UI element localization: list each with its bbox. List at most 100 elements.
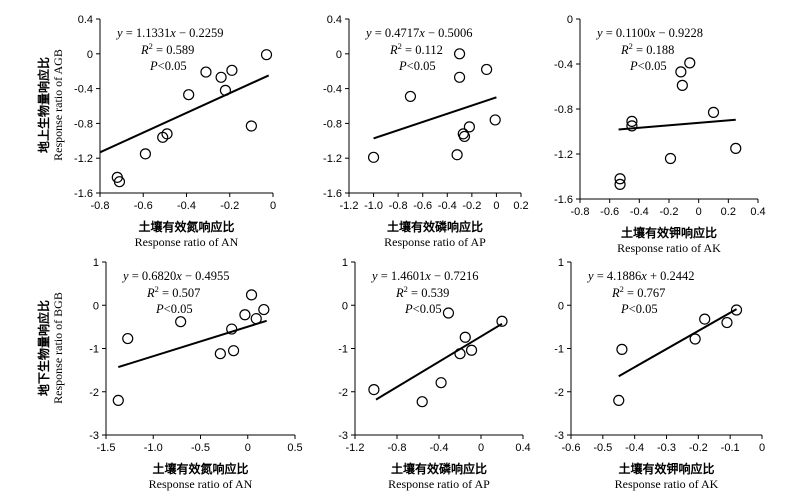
equation-sign: + xyxy=(647,269,660,283)
equation-sign: − xyxy=(431,269,444,283)
x-tick-label: -0.2 xyxy=(689,442,708,454)
equation-eq: = xyxy=(603,26,616,40)
row-label-1: 地上生物量响应比 Response ratio of AGB xyxy=(36,49,65,161)
y-tick-label: -2 xyxy=(89,387,99,399)
x-tick-label: -1.0 xyxy=(144,442,163,454)
y-tick-label: 0 xyxy=(567,14,573,26)
data-point xyxy=(215,71,227,83)
equation-y: y xyxy=(370,269,378,283)
regression-line xyxy=(618,308,738,378)
data-point xyxy=(614,173,626,185)
data-point xyxy=(258,303,270,316)
y-tick-label: -1 xyxy=(338,344,348,356)
x-axis-title-en: Response ratio of AP xyxy=(388,477,490,491)
equation-eq: = xyxy=(123,26,136,40)
y-tick-label: 1 xyxy=(558,257,564,269)
equation-y: y xyxy=(121,269,129,283)
y-tick-label: -0.8 xyxy=(323,118,342,130)
y-tick-label: 0.4 xyxy=(78,14,93,26)
x-tick-label: -0.4 xyxy=(430,442,449,454)
equation-sign: − xyxy=(182,269,195,283)
data-point xyxy=(368,383,380,396)
r2-eq: = xyxy=(153,43,166,57)
data-point xyxy=(699,313,711,325)
data-point xyxy=(613,394,625,406)
r2-r: R xyxy=(395,286,404,300)
x-axis-title-en: Response ratio of AN xyxy=(149,477,253,491)
data-point xyxy=(367,151,380,163)
row-label-2: 地下生物量响应比 Response ratio of BGB xyxy=(36,292,65,404)
x-tick-label: -0.8 xyxy=(388,442,407,454)
r2-label: R2 = 0.188 xyxy=(620,41,674,57)
x-tick-label: -0.6 xyxy=(562,442,581,454)
x-tick-label: 0 xyxy=(245,442,251,454)
x-tick-label: -0.2 xyxy=(462,200,481,212)
equation-y: y xyxy=(115,26,123,40)
equation-eq: = xyxy=(378,269,391,283)
data-point xyxy=(454,348,466,360)
y-tick-label: -1.6 xyxy=(323,188,342,200)
r2-sup: 2 xyxy=(155,284,159,294)
x-tick-label: 0 xyxy=(759,442,765,454)
y-tick-label: 1 xyxy=(342,257,348,269)
p-label: P<0.05 xyxy=(149,59,187,73)
x-tick-label: -0.5 xyxy=(593,442,612,454)
y-tick-label: -3 xyxy=(89,430,99,442)
x-tick-label: 0.4 xyxy=(515,442,530,454)
r2-eq: = xyxy=(624,286,637,300)
x-tick-label: 0 xyxy=(478,442,484,454)
equation-label: y = 1.1331x − 0.2259 xyxy=(115,26,224,40)
r2-eq: = xyxy=(159,286,172,300)
x-tick-label: 0.5 xyxy=(287,442,302,454)
r2-value: 0.112 xyxy=(415,43,443,57)
panel-1: -1.6 -1.2 -0.8 -0.4 0 0.4 -0.8 -0.6 -0.4 -0.2 0 y =… xyxy=(74,14,276,249)
y-tick-label: -2 xyxy=(338,387,348,399)
x-tick-label: -0.4 xyxy=(438,200,457,212)
equation-intercept: 0.4955 xyxy=(195,269,229,283)
r2-r: R xyxy=(611,286,620,300)
x-tick-label: -0.5 xyxy=(191,442,210,454)
data-point xyxy=(416,396,428,408)
equation-sign: − xyxy=(176,26,189,40)
p-value: <0.05 xyxy=(407,59,436,73)
data-point xyxy=(675,66,687,78)
equation-y: y xyxy=(364,26,372,40)
x-axis-title-en: Response ratio of AK xyxy=(617,241,721,255)
panel-2: -1.6-1.2-0.8-0.400.4-1.2 -1.0 -0.8 -0.6 -0.4… xyxy=(323,14,529,249)
x-axis-title-cn: 土壤有效氮响应比 xyxy=(152,461,248,476)
x-tick-label: -0.4 xyxy=(625,442,644,454)
y-axis-title-en: Response ratio of AGB xyxy=(51,49,65,161)
x-axis-title-cn: 土壤有效钾响应比 xyxy=(618,461,714,476)
equation-eq: = xyxy=(129,269,142,283)
equation-slope: 0.4717 xyxy=(385,26,419,40)
r2-label: R2 = 0.507 xyxy=(146,284,200,300)
r2-label: R2 = 0.539 xyxy=(395,284,449,300)
regression-line xyxy=(618,118,736,131)
panel-4: -3 -2 -1 0 1 -1.5 -1.0 -0.5 0 0.5 y = 0.6820x − 0.… xyxy=(89,257,302,491)
data-point xyxy=(689,333,701,345)
r2-value: 0.188 xyxy=(646,43,674,57)
x-tick-label: -0.8 xyxy=(389,200,408,212)
data-point xyxy=(442,307,455,319)
p-label: P<0.05 xyxy=(620,302,658,316)
p-label: P<0.05 xyxy=(629,59,667,73)
y-tick-label: 0 xyxy=(336,49,342,61)
y-tick-label: 0 xyxy=(342,300,348,312)
r2-sup: 2 xyxy=(149,41,153,51)
data-point xyxy=(227,345,240,357)
data-point xyxy=(459,331,471,343)
data-point xyxy=(260,49,273,61)
data-point xyxy=(113,176,126,188)
p-letter: P xyxy=(404,302,413,316)
x-tick-label: -0.1 xyxy=(721,442,740,454)
regression-line xyxy=(373,96,497,140)
equation-intercept: 0.2442 xyxy=(660,269,694,283)
equation-label: y = 0.4717x − 0.5006 xyxy=(364,26,473,40)
r2-value: 0.507 xyxy=(172,286,200,300)
x-tick-label: -1.0 xyxy=(364,200,383,212)
data-point xyxy=(453,48,466,60)
equation-x: x xyxy=(640,269,647,283)
x-tick-label: -0.4 xyxy=(177,200,196,212)
x-tick-label: 0 xyxy=(493,200,499,212)
p-letter: P xyxy=(398,59,407,73)
